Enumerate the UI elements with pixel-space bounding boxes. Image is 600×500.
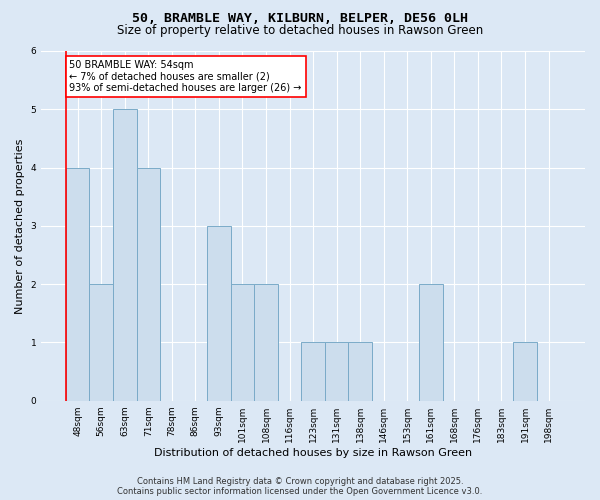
Bar — [113, 110, 137, 401]
Bar — [230, 284, 254, 401]
Bar — [349, 342, 372, 400]
X-axis label: Distribution of detached houses by size in Rawson Green: Distribution of detached houses by size … — [154, 448, 472, 458]
Y-axis label: Number of detached properties: Number of detached properties — [15, 138, 25, 314]
Text: Contains HM Land Registry data © Crown copyright and database right 2025.
Contai: Contains HM Land Registry data © Crown c… — [118, 476, 482, 496]
Bar — [419, 284, 443, 401]
Bar — [137, 168, 160, 400]
Text: 50 BRAMBLE WAY: 54sqm
← 7% of detached houses are smaller (2)
93% of semi-detach: 50 BRAMBLE WAY: 54sqm ← 7% of detached h… — [70, 60, 302, 93]
Text: Size of property relative to detached houses in Rawson Green: Size of property relative to detached ho… — [117, 24, 483, 37]
Bar — [513, 342, 537, 400]
Text: 50, BRAMBLE WAY, KILBURN, BELPER, DE56 0LH: 50, BRAMBLE WAY, KILBURN, BELPER, DE56 0… — [132, 12, 468, 26]
Bar — [325, 342, 349, 400]
Bar — [207, 226, 230, 400]
Bar — [89, 284, 113, 401]
Bar — [301, 342, 325, 400]
Bar — [66, 168, 89, 400]
Bar — [254, 284, 278, 401]
